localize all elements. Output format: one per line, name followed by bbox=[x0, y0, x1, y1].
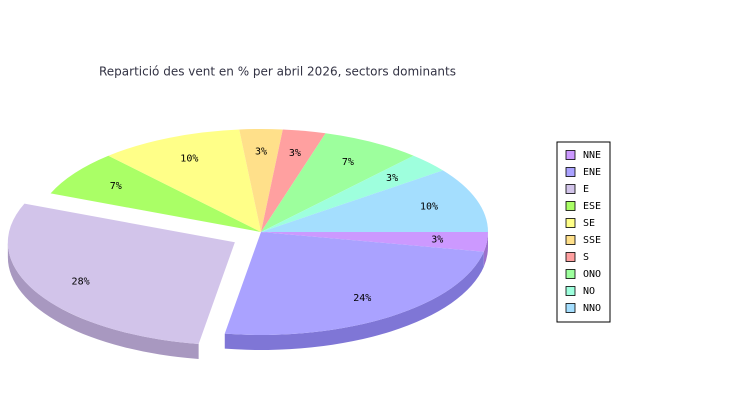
legend-label: ONO bbox=[583, 269, 601, 280]
legend-swatch bbox=[565, 150, 576, 160]
pie-tops bbox=[7, 128, 488, 344]
value-label: 3% bbox=[431, 235, 443, 246]
legend-swatch bbox=[565, 184, 576, 194]
slice-side bbox=[483, 232, 488, 267]
slice bbox=[261, 232, 488, 252]
slice bbox=[261, 170, 488, 232]
legend: NNE ENE E ESE SE SSE S ONO NO NNO bbox=[565, 150, 601, 314]
slice bbox=[50, 155, 261, 232]
legend-label: NO bbox=[583, 286, 595, 297]
value-label: 24% bbox=[353, 293, 371, 304]
value-label: 7% bbox=[342, 157, 354, 168]
value-label: 3% bbox=[255, 147, 267, 158]
slice bbox=[108, 129, 261, 232]
legend-swatch bbox=[565, 252, 576, 262]
legend-label: NNO bbox=[583, 303, 601, 314]
legend-label: ENE bbox=[583, 167, 601, 178]
slice bbox=[224, 232, 484, 335]
legend-label: E bbox=[583, 184, 589, 195]
value-label: 10% bbox=[420, 202, 438, 213]
slice bbox=[261, 133, 414, 232]
legend-label: ESE bbox=[583, 201, 601, 212]
slice-side bbox=[7, 242, 199, 359]
slice bbox=[261, 129, 326, 232]
legend-swatch bbox=[565, 167, 576, 177]
chart-title: Repartició des vent en % per abril 2026,… bbox=[99, 65, 456, 79]
slice-side bbox=[224, 251, 484, 350]
legend-label: SSE bbox=[583, 235, 601, 246]
legend-swatch bbox=[565, 235, 576, 245]
legend-swatch bbox=[565, 303, 576, 313]
pie-sides bbox=[7, 232, 488, 359]
legend-label: S bbox=[583, 252, 589, 263]
pie-labels: 3% 24% 28% 7% 10% 3% 3% 7% 3% 10% bbox=[72, 147, 444, 304]
slice bbox=[7, 203, 235, 344]
legend-label: NNE bbox=[583, 150, 601, 161]
legend-swatch bbox=[565, 218, 576, 228]
slice bbox=[239, 128, 283, 232]
value-label: 10% bbox=[180, 154, 198, 165]
slice bbox=[261, 155, 443, 232]
legend-swatch bbox=[565, 201, 576, 211]
value-label: 28% bbox=[72, 277, 90, 288]
legend-label: SE bbox=[583, 218, 595, 229]
value-label: 3% bbox=[289, 148, 301, 159]
legend-swatch bbox=[565, 286, 576, 296]
legend-swatch bbox=[565, 269, 576, 279]
value-label: 3% bbox=[386, 173, 398, 184]
value-label: 7% bbox=[110, 181, 122, 192]
